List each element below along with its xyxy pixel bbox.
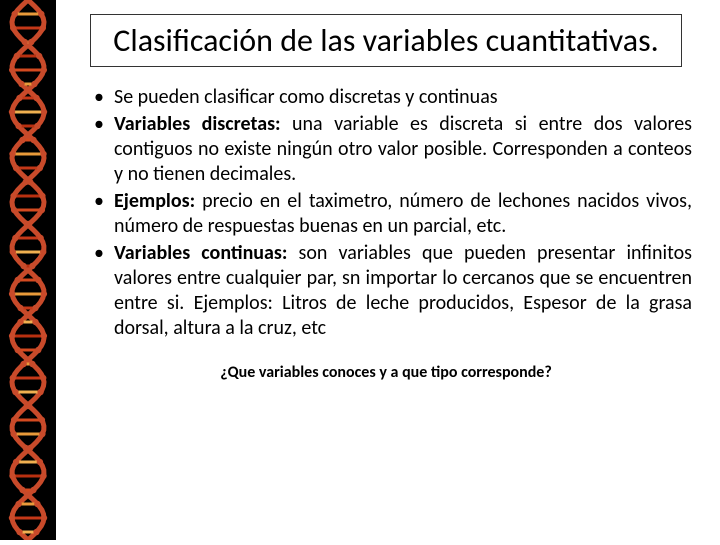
- bullet-bold: Variables discretas:: [114, 112, 281, 136]
- footer-question: ¿Que variables conoces y a que tipo corr…: [80, 363, 692, 382]
- slide-title: Clasificación de las variables cuantitat…: [111, 23, 661, 60]
- bullet-bold: Variables continuas:: [114, 241, 287, 265]
- bullet-bold: Ejemplos:: [114, 189, 195, 213]
- bullet-list: Se pueden clasificar como discretas y co…: [80, 85, 692, 341]
- title-box: Clasificación de las variables cuantitat…: [90, 14, 682, 67]
- slide-content: Clasificación de las variables cuantitat…: [56, 0, 720, 540]
- bullet-text: precio en el taximetro, número de lechon…: [114, 189, 692, 238]
- list-item: Se pueden clasificar como discretas y co…: [114, 85, 692, 110]
- dna-decorative-strip: [0, 0, 56, 540]
- list-item: Variables continuas: son variables que p…: [114, 241, 692, 341]
- list-item: Variables discretas: una variable es dis…: [114, 112, 692, 187]
- dna-icon: [0, 0, 56, 540]
- list-item: Ejemplos: precio en el taximetro, número…: [114, 189, 692, 239]
- bullet-text: Se pueden clasificar como discretas y co…: [114, 85, 498, 109]
